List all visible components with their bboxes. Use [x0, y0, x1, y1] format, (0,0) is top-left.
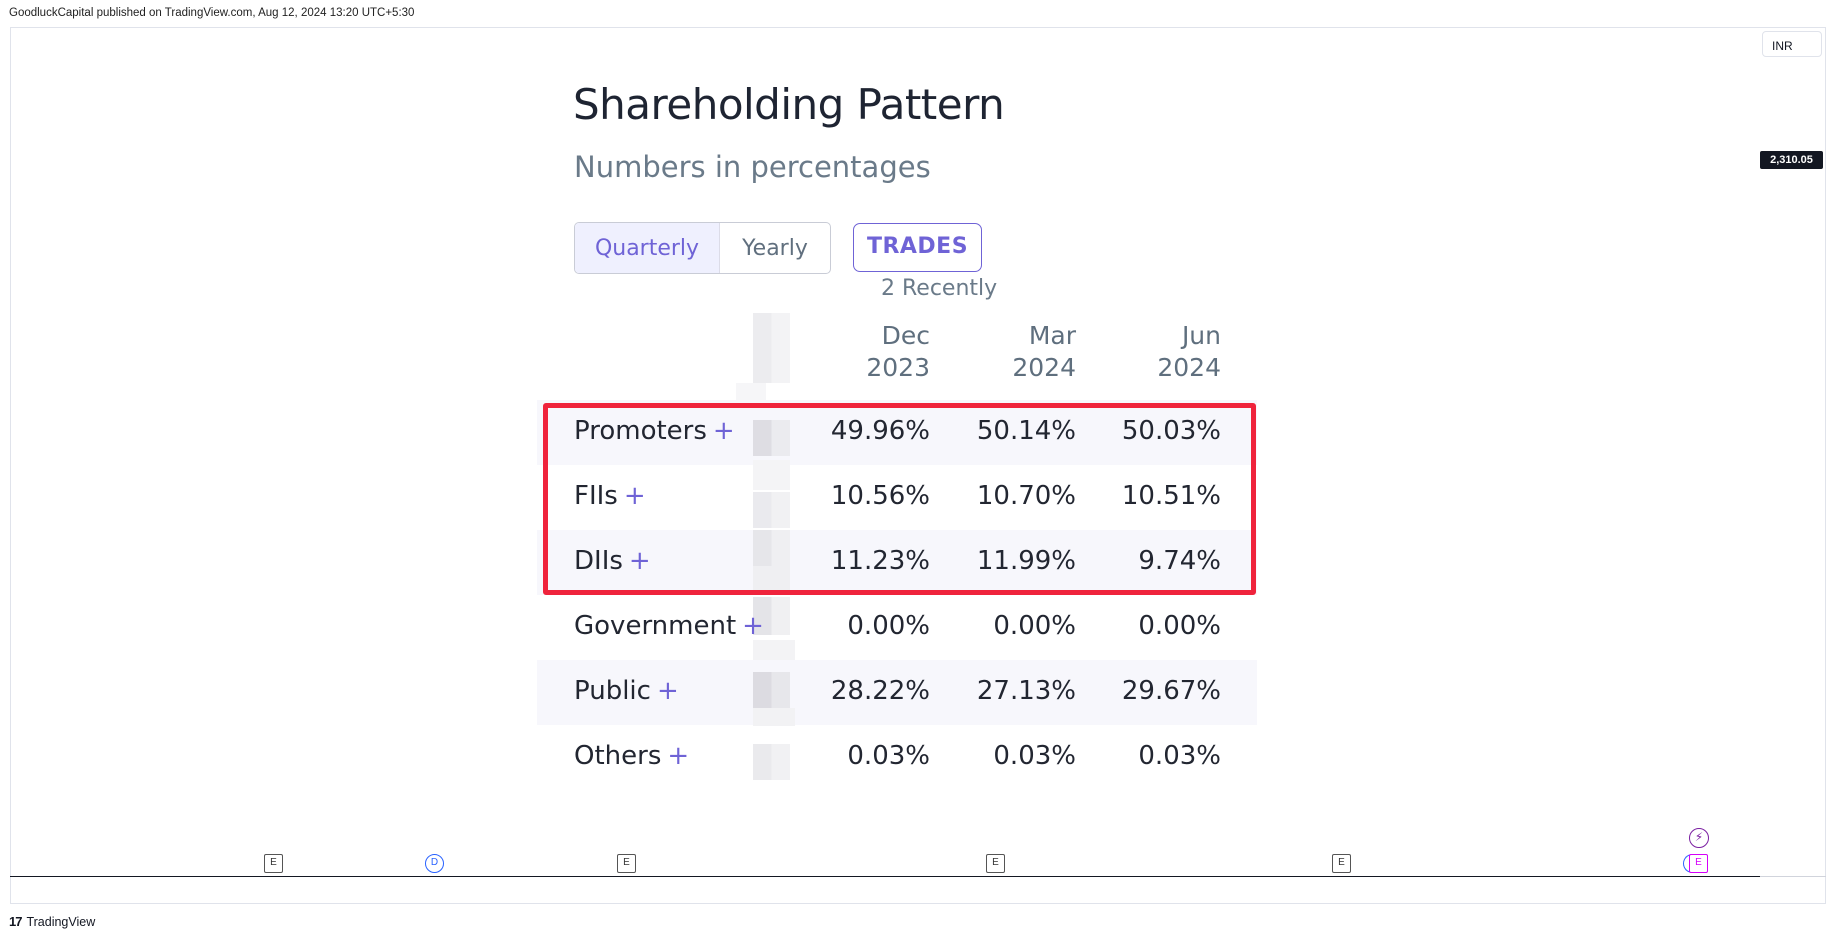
- expand-plus-icon[interactable]: +: [656, 676, 679, 706]
- earnings-icon[interactable]: E: [264, 854, 283, 873]
- column-month: Dec: [881, 321, 930, 350]
- table-cell: 29.67%: [1121, 676, 1221, 706]
- earnings-icon[interactable]: E: [1689, 854, 1708, 873]
- column-year: 2023: [866, 353, 930, 382]
- footer-brand[interactable]: 17 TradingView: [9, 914, 95, 929]
- earnings-icon[interactable]: E: [986, 854, 1005, 873]
- column-month: Mar: [1028, 321, 1076, 350]
- expand-plus-icon[interactable]: +: [712, 416, 735, 446]
- trades-note: 2 Recently: [881, 276, 998, 301]
- flash-event-icon[interactable]: ⚡: [1689, 828, 1709, 848]
- table-cell: 0.00%: [993, 611, 1076, 641]
- table-cell: 49.96%: [830, 416, 930, 446]
- table-cell: 50.03%: [1121, 416, 1221, 446]
- row-background: [537, 530, 1257, 595]
- column-year: 2024: [1012, 353, 1076, 382]
- row-background: [537, 400, 1257, 465]
- last-price-label: 2,310.05: [1760, 151, 1823, 169]
- table-cell: 50.14%: [976, 416, 1076, 446]
- row-label-text: Others: [574, 741, 662, 771]
- table-cell: 9.74%: [1138, 546, 1221, 576]
- row-label-government[interactable]: Government +: [574, 611, 764, 641]
- table-cell: 11.23%: [830, 546, 930, 576]
- table-cell: 27.13%: [976, 676, 1076, 706]
- row-label-text: Promoters: [574, 416, 707, 446]
- table-cell: 11.99%: [976, 546, 1076, 576]
- trades-button[interactable]: TRADES: [853, 223, 982, 272]
- row-label-fiis[interactable]: FIIs +: [574, 481, 646, 511]
- expand-plus-icon[interactable]: +: [667, 741, 690, 771]
- table-cell: 0.03%: [1138, 741, 1221, 771]
- column-header-jun-2024: Jun 2024: [1101, 320, 1221, 384]
- row-background: [537, 660, 1257, 725]
- expand-plus-icon[interactable]: +: [742, 611, 764, 641]
- table-cell: 0.00%: [1138, 611, 1221, 641]
- chart-frame: [10, 27, 1826, 904]
- table-cell: 28.22%: [830, 676, 930, 706]
- page-subtitle: Numbers in percentages: [574, 150, 931, 184]
- highlight-annotation-box: [543, 403, 1256, 595]
- tradingview-logo-icon: 17: [9, 914, 23, 929]
- row-label-text: Government: [574, 611, 737, 641]
- column-year: 2024: [1157, 353, 1221, 382]
- expand-plus-icon[interactable]: +: [628, 546, 651, 576]
- time-axis-line: [10, 876, 1760, 877]
- row-label-others[interactable]: Others +: [574, 741, 689, 771]
- table-cell: 10.56%: [830, 481, 930, 511]
- earnings-icon[interactable]: E: [1332, 854, 1351, 873]
- row-label-diis[interactable]: DIIs +: [574, 546, 651, 576]
- table-cell: 10.51%: [1121, 481, 1221, 511]
- row-label-promoters[interactable]: Promoters +: [574, 416, 735, 446]
- currency-button[interactable]: INR: [1762, 31, 1822, 57]
- earnings-icon[interactable]: E: [617, 854, 636, 873]
- row-label-text: DIIs: [574, 546, 623, 576]
- column-header-dec-2023: Dec 2023: [810, 320, 930, 384]
- expand-plus-icon[interactable]: +: [623, 481, 646, 511]
- publication-header: GoodluckCapital published on TradingView…: [9, 7, 415, 19]
- price-axis-corner-line: [1760, 876, 1826, 877]
- row-label-public[interactable]: Public +: [574, 676, 679, 706]
- table-cell: 0.03%: [847, 741, 930, 771]
- footer-brand-text: TradingView: [26, 914, 96, 929]
- dividend-icon[interactable]: D: [425, 854, 444, 873]
- table-cell: 10.70%: [976, 481, 1076, 511]
- table-cell: 0.03%: [993, 741, 1076, 771]
- column-month: Jun: [1181, 321, 1221, 350]
- page-title: Shareholding Pattern: [573, 80, 1005, 129]
- column-header-mar-2024: Mar 2024: [956, 320, 1076, 384]
- yearly-tab[interactable]: Yearly: [742, 235, 808, 261]
- period-toggle: Quarterly Yearly: [574, 222, 831, 274]
- row-label-text: FIIs: [574, 481, 618, 511]
- table-cell: 0.00%: [847, 611, 930, 641]
- quarterly-tab[interactable]: Quarterly: [575, 223, 720, 273]
- row-label-text: Public: [574, 676, 651, 706]
